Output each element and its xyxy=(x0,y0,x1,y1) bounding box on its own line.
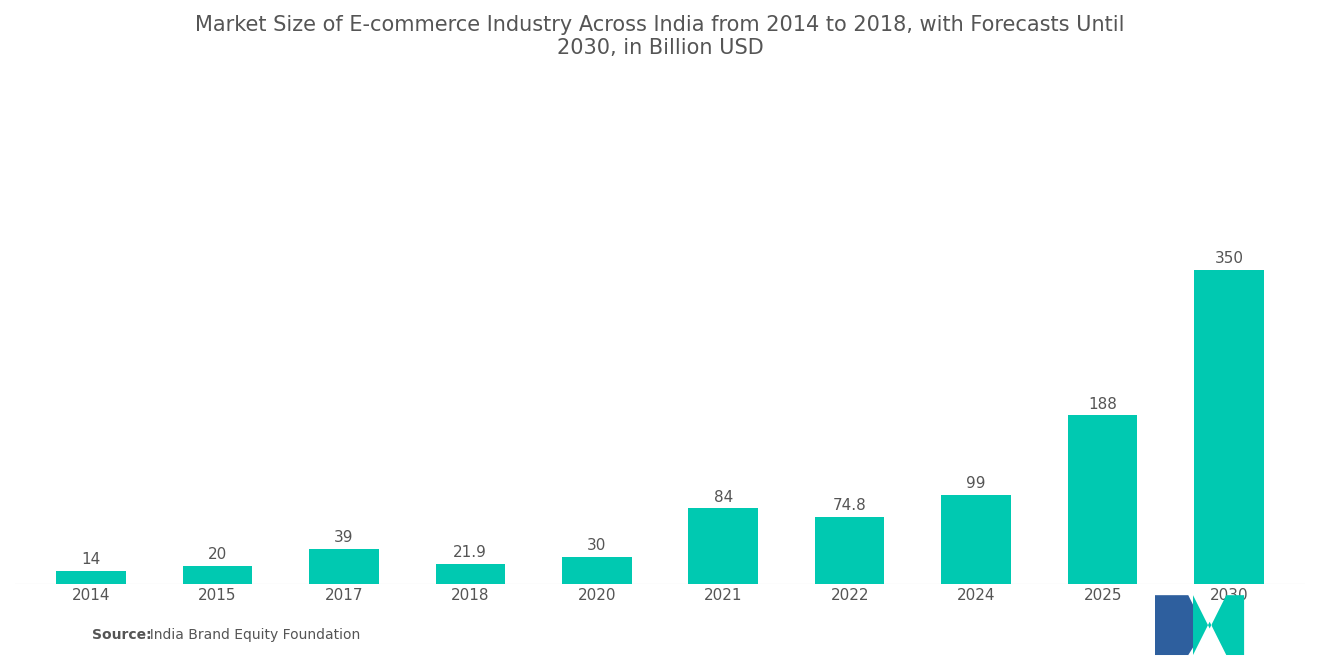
Bar xyxy=(57,571,125,584)
Bar xyxy=(1195,270,1263,584)
Text: Source:: Source: xyxy=(92,628,152,642)
Bar xyxy=(689,508,758,584)
Text: 21.9: 21.9 xyxy=(453,545,487,561)
Text: 39: 39 xyxy=(334,530,354,545)
Text: 350: 350 xyxy=(1214,251,1243,267)
Text: 20: 20 xyxy=(207,547,227,562)
Bar xyxy=(562,557,631,584)
Title: Market Size of E-commerce Industry Across India from 2014 to 2018, with Forecast: Market Size of E-commerce Industry Acros… xyxy=(195,15,1125,59)
Text: 99: 99 xyxy=(966,476,986,491)
Text: 84: 84 xyxy=(714,489,733,505)
Text: 74.8: 74.8 xyxy=(833,498,867,513)
Bar xyxy=(309,549,379,584)
Text: India Brand Equity Foundation: India Brand Equity Foundation xyxy=(141,628,360,642)
Text: 188: 188 xyxy=(1088,396,1117,412)
Text: 14: 14 xyxy=(82,553,100,567)
Text: 30: 30 xyxy=(587,538,606,553)
Bar xyxy=(941,495,1011,584)
Bar xyxy=(182,566,252,584)
Bar xyxy=(436,564,506,584)
Bar xyxy=(814,517,884,584)
Bar xyxy=(1068,415,1138,584)
